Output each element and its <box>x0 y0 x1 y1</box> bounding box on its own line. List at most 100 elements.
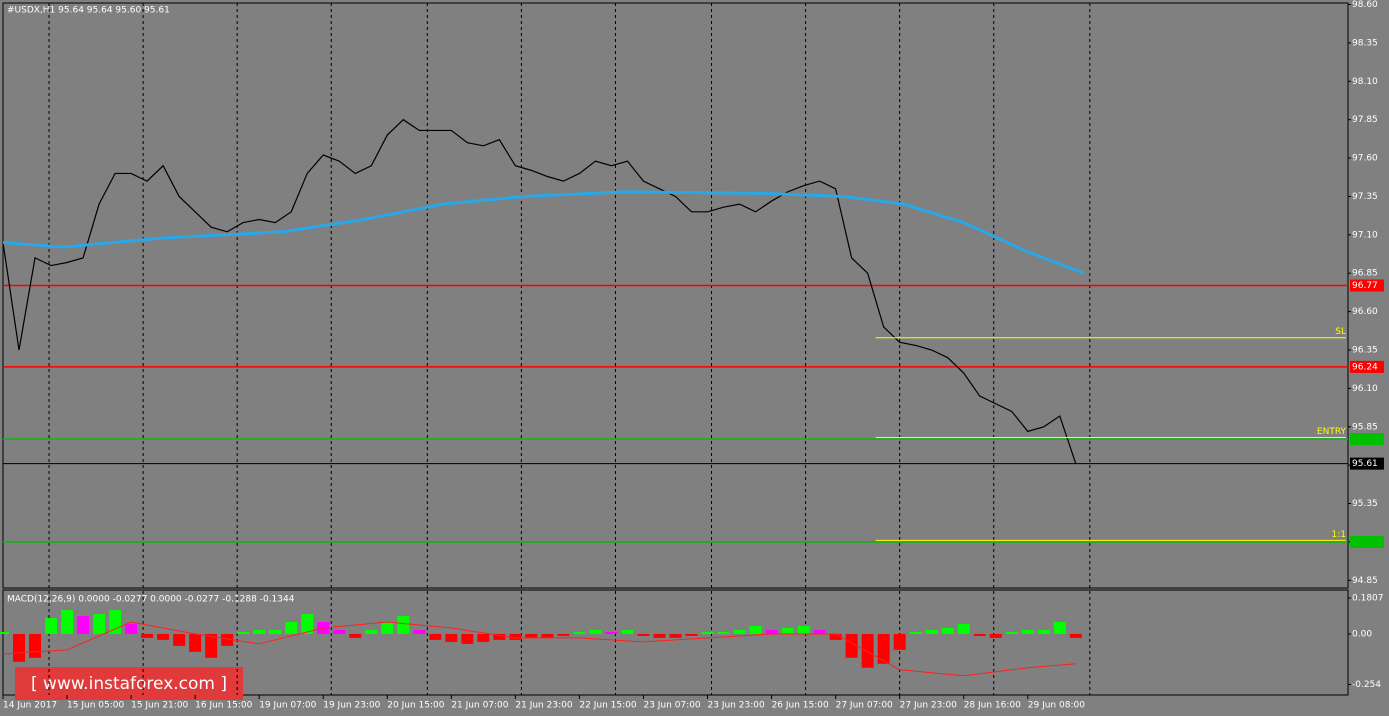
y-tick-label: 97.35 <box>1352 192 1378 202</box>
macd-bar <box>637 633 650 636</box>
level-box <box>1350 433 1384 446</box>
x-tick-label: 19 Jun 23:00 <box>323 701 380 711</box>
macd-bar <box>365 629 378 634</box>
y-tick-label: 0.00 <box>1352 629 1372 639</box>
macd-bar <box>301 614 314 634</box>
macd-bar <box>189 633 202 652</box>
macd-bar <box>125 624 138 634</box>
level-label: 95.61 <box>1352 459 1378 469</box>
macd-bar <box>0 631 9 634</box>
y-tick-label: 98.10 <box>1352 77 1378 87</box>
macd-bar <box>269 629 282 634</box>
y-tick-label: 97.10 <box>1352 230 1378 240</box>
macd-bar <box>861 633 874 668</box>
macd-bar <box>621 629 634 634</box>
y-tick-label: 96.35 <box>1352 346 1378 356</box>
macd-bar <box>205 633 218 658</box>
macd-bar <box>701 631 714 634</box>
macd-bar <box>541 633 554 638</box>
macd-bar <box>45 618 58 634</box>
x-tick-label: 20 Jun 15:00 <box>387 701 444 711</box>
macd-bar <box>509 633 522 640</box>
y-tick-label: -0.254 <box>1352 680 1381 690</box>
macd-bar <box>829 633 842 640</box>
macd-bar <box>925 629 938 634</box>
macd-bar <box>29 633 42 658</box>
macd-bar <box>813 629 826 634</box>
macd-bar <box>381 622 394 634</box>
y-tick-label: 97.60 <box>1352 154 1378 164</box>
macd-bar <box>877 633 890 664</box>
chart-title: #USDX,H1 95.64 95.64 95.60 95.61 <box>7 6 170 16</box>
macd-bar <box>413 629 426 634</box>
macd-bar <box>349 633 362 638</box>
level-box <box>1350 457 1384 470</box>
y-tick-label: 96.60 <box>1352 307 1378 317</box>
trade-label: 1:1 <box>1332 530 1346 540</box>
macd-bar <box>685 633 698 636</box>
macd-bar <box>93 614 106 634</box>
macd-bar <box>285 622 298 634</box>
macd-bar <box>845 633 858 658</box>
level-box <box>1350 360 1384 373</box>
y-tick-label: 95.35 <box>1352 499 1378 509</box>
x-tick-label: 21 Jun 23:00 <box>515 701 572 711</box>
macd-bar <box>397 616 410 634</box>
price-frame <box>2 2 1349 589</box>
x-tick-label: 15 Jun 21:00 <box>131 701 188 711</box>
macd-bar <box>733 629 746 634</box>
y-tick-label: 96.10 <box>1352 384 1378 394</box>
macd-bar <box>253 629 266 634</box>
macd-bar <box>1069 633 1082 638</box>
x-tick-label: 26 Jun 15:00 <box>772 701 829 711</box>
y-tick-label: 98.60 <box>1352 0 1378 10</box>
price-line <box>2 118 1077 464</box>
macd-bar <box>749 625 762 634</box>
macd-bar <box>669 633 682 638</box>
macd-bar <box>717 631 730 634</box>
macd-bar <box>765 629 778 634</box>
trade-label: SL <box>1335 327 1346 337</box>
macd-bar <box>1021 629 1034 634</box>
macd-bar <box>221 633 234 646</box>
y-tick-label: 97.85 <box>1352 115 1378 125</box>
macd-title: MACD(12,26,9) 0.0000 -0.0277 0.0000 -0.0… <box>7 595 295 605</box>
price-line <box>2 190 1085 275</box>
level-box <box>1350 279 1384 292</box>
macd-bar <box>605 631 618 634</box>
macd-bar <box>973 633 986 636</box>
macd-bar <box>797 625 810 634</box>
y-tick-label: 0.1807 <box>1352 594 1384 604</box>
x-tick-label: 22 Jun 15:00 <box>579 701 636 711</box>
macd-bar <box>573 631 586 634</box>
macd-bar <box>493 633 506 640</box>
x-tick-label: 15 Jun 05:00 <box>67 701 124 711</box>
macd-bar <box>477 633 490 642</box>
macd-bar <box>989 633 1002 638</box>
macd-bar <box>1005 631 1018 634</box>
x-tick-label: 23 Jun 07:00 <box>643 701 700 711</box>
level-label: 96.77 <box>1352 281 1378 291</box>
macd-bar <box>653 633 666 638</box>
y-tick-label: 98.35 <box>1352 38 1378 48</box>
macd-bar <box>141 633 154 638</box>
watermark: [ www.instaforex.com ] <box>31 674 227 694</box>
macd-bar <box>909 631 922 634</box>
macd-bar <box>77 616 90 634</box>
trade-label: ENTRY <box>1317 427 1347 437</box>
x-tick-label: 23 Jun 23:00 <box>708 701 765 711</box>
level-box <box>1350 535 1384 548</box>
macd-bar <box>525 633 538 638</box>
macd-bar <box>781 627 794 634</box>
macd-bar <box>13 633 26 662</box>
macd-bar <box>893 633 906 650</box>
macd-bar <box>429 633 442 640</box>
macd-bar <box>589 629 602 634</box>
x-tick-label: 14 Jun 2017 <box>3 701 57 711</box>
x-tick-label: 16 Jun 15:00 <box>195 701 252 711</box>
x-tick-label: 21 Jun 07:00 <box>451 701 508 711</box>
macd-bar <box>333 629 346 634</box>
macd-bar <box>157 633 170 640</box>
x-tick-label: 27 Jun 23:00 <box>900 701 957 711</box>
